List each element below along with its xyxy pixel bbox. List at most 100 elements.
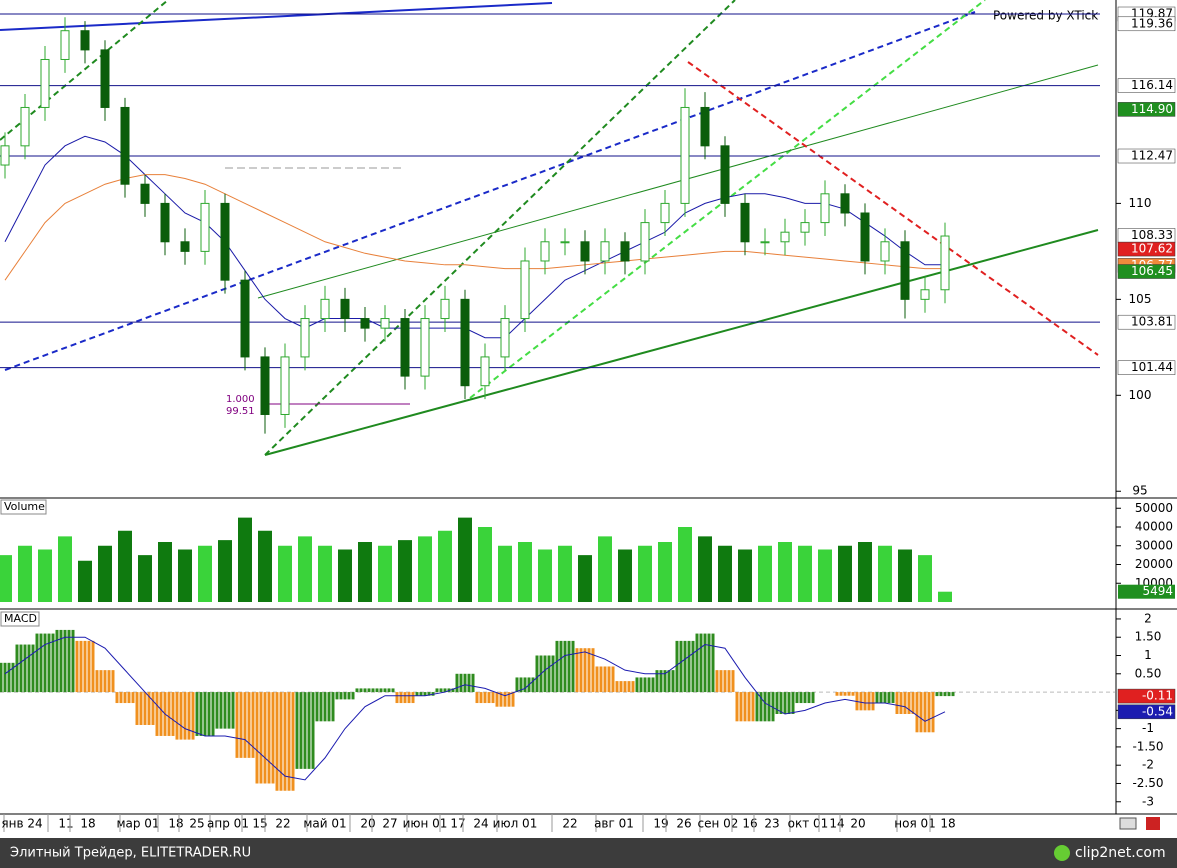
value-marker-label: 103.81 xyxy=(1131,315,1173,329)
candle-body xyxy=(580,241,590,262)
x-tick-label: окт 01 xyxy=(788,817,829,831)
panel-label-box xyxy=(0,611,40,627)
candle-body xyxy=(460,298,470,387)
candle-body xyxy=(780,231,790,243)
volume-bar xyxy=(658,542,672,602)
candle-body xyxy=(440,298,450,320)
volume-bar xyxy=(858,542,872,602)
candle-body xyxy=(620,241,630,262)
value-marker-label: 112.47 xyxy=(1131,149,1173,163)
volume-bar xyxy=(518,542,532,602)
x-tick-label: июл 01 xyxy=(493,817,538,831)
x-tick-label: 24 xyxy=(473,817,488,831)
y-tick-label: 50000 xyxy=(1135,501,1173,515)
x-tick-label: 22 xyxy=(562,817,577,831)
footer-brand: clip2net.com xyxy=(1075,845,1166,861)
y-tick-label: 105 xyxy=(1129,292,1152,306)
candle-body xyxy=(700,106,710,147)
candle-body xyxy=(100,49,110,108)
value-marker xyxy=(1117,148,1176,164)
value-marker xyxy=(1117,16,1176,32)
x-tick-label: 27 xyxy=(382,817,397,831)
volume-bar xyxy=(378,545,392,602)
candle-body xyxy=(60,30,70,60)
candle-body xyxy=(200,202,210,252)
volume-bar xyxy=(618,549,632,602)
value-marker xyxy=(1117,241,1176,257)
candle-body xyxy=(680,106,690,204)
candle-body xyxy=(720,145,730,204)
moving-average xyxy=(4,135,945,339)
x-tick-label: апр 01 xyxy=(207,817,249,831)
y-tick-label: -1.50 xyxy=(1132,739,1163,753)
x-tick-label: 26 xyxy=(676,817,691,831)
candle-body xyxy=(280,356,290,415)
value-marker-label: 114.90 xyxy=(1131,102,1173,116)
x-tick-label: авг 01 xyxy=(594,817,634,831)
candle-body xyxy=(740,202,750,243)
value-marker-label: -0.11 xyxy=(1142,689,1173,703)
candle-body xyxy=(540,241,550,262)
value-marker-label: 106.45 xyxy=(1131,264,1173,278)
x-tick-label: сен 02 xyxy=(698,817,739,831)
x-tick-label: 22 xyxy=(275,817,290,831)
volume-bar xyxy=(398,540,412,602)
candle-body xyxy=(320,298,330,320)
value-marker xyxy=(1117,314,1176,330)
value-marker-label: 107.62 xyxy=(1131,242,1173,256)
volume-bar xyxy=(638,545,652,602)
volume-bar xyxy=(178,549,192,602)
volume-bar xyxy=(158,542,172,602)
candle-body xyxy=(520,260,530,320)
candle-body xyxy=(900,241,910,300)
candle-body xyxy=(860,212,870,262)
volume-bar xyxy=(818,549,832,602)
x-tick-label: 15 xyxy=(252,817,267,831)
note: 99.51 xyxy=(226,406,255,417)
volume-bar xyxy=(738,549,752,602)
logo xyxy=(1054,845,1070,861)
volume-bar xyxy=(98,545,112,602)
value-marker-label: -0.54 xyxy=(1142,704,1173,718)
volume-bar xyxy=(578,555,592,602)
volume-bar xyxy=(278,545,292,602)
x-tick-label: ноя 01 xyxy=(894,817,936,831)
volume-bar xyxy=(418,536,432,602)
candle-body xyxy=(480,356,490,387)
volume-bar xyxy=(498,545,512,602)
candle-body xyxy=(840,193,850,214)
volume-bar xyxy=(918,555,932,602)
y-tick-label: 1 xyxy=(1144,648,1152,662)
x-tick-label: июн 01 xyxy=(403,817,448,831)
candle-body xyxy=(120,106,130,185)
value-marker xyxy=(1117,688,1176,704)
candle-body xyxy=(160,202,170,243)
y-tick-label: 20000 xyxy=(1135,557,1173,571)
candle-body xyxy=(300,318,310,358)
panel-title: Volume xyxy=(4,500,45,513)
x-tick-label: янв 24 xyxy=(1,817,42,831)
candle-body xyxy=(360,318,370,329)
scroll-button[interactable] xyxy=(1119,817,1137,830)
volume-bar xyxy=(78,560,92,602)
volume-bar xyxy=(58,536,72,602)
volume-bar xyxy=(18,545,32,602)
candle-body xyxy=(180,241,190,252)
volume-bar xyxy=(218,540,232,602)
footer xyxy=(0,838,1177,868)
candle-body xyxy=(920,289,930,300)
x-tick-label: 20 xyxy=(360,817,375,831)
watermark: Powered by XTick xyxy=(993,9,1098,23)
volume-bar xyxy=(298,536,312,602)
x-tick-label: 23 xyxy=(764,817,779,831)
volume-bar xyxy=(598,536,612,602)
value-marker xyxy=(1117,78,1176,93)
volume-bar xyxy=(438,530,452,602)
value-marker xyxy=(1117,360,1176,375)
y-tick-label: 0.50 xyxy=(1135,666,1162,680)
value-marker-label: 101.44 xyxy=(1131,360,1173,374)
x-tick-label: 17 xyxy=(450,817,465,831)
exit-button[interactable] xyxy=(1146,817,1160,830)
x-tick-label: 11 xyxy=(58,817,73,831)
x-tick-label: 18 xyxy=(168,817,183,831)
